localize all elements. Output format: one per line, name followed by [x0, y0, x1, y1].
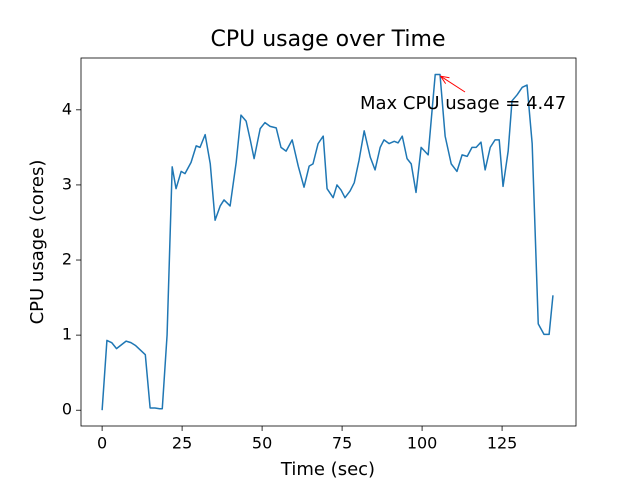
x-tick-label: 100 [407, 434, 438, 453]
chart-title: CPU usage over Time [211, 27, 446, 52]
y-tick-label: 0 [62, 400, 72, 419]
x-tick-label: 75 [332, 434, 352, 453]
y-tick-label: 2 [62, 250, 72, 269]
annotation-arrow [440, 75, 466, 93]
x-axis-label: Time (sec) [280, 459, 375, 480]
x-tick-label: 50 [252, 434, 272, 453]
x-tick-label: 0 [97, 434, 107, 453]
annotation-text: Max CPU usage = 4.47 [360, 93, 566, 114]
y-axis-label: CPU usage (cores) [27, 160, 48, 325]
plot-frame [80, 57, 577, 427]
x-tick-label: 25 [172, 434, 192, 453]
y-tick-label: 4 [62, 99, 72, 118]
y-tick-label: 1 [62, 325, 72, 344]
y-tick-label: 3 [62, 174, 72, 193]
x-tick-label: 125 [487, 434, 518, 453]
line [101, 73, 554, 411]
annotation-arrowhead [439, 75, 450, 84]
